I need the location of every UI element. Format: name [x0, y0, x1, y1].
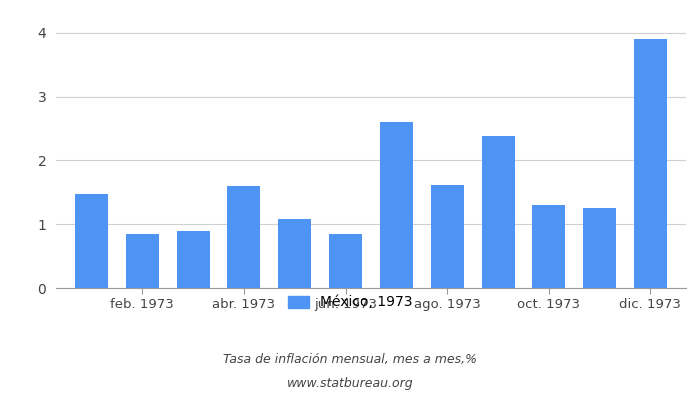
Legend: México, 1973: México, 1973	[282, 290, 418, 315]
Bar	[380, 122, 413, 288]
Bar	[176, 230, 210, 288]
Bar	[75, 194, 108, 288]
Bar	[430, 185, 463, 288]
Bar	[532, 205, 566, 288]
Bar	[583, 208, 616, 288]
Bar	[279, 219, 312, 288]
Text: Tasa de inflación mensual, mes a mes,%: Tasa de inflación mensual, mes a mes,%	[223, 354, 477, 366]
Bar	[228, 186, 260, 288]
Bar	[482, 136, 514, 288]
Text: www.statbureau.org: www.statbureau.org	[287, 378, 413, 390]
Bar	[126, 234, 159, 288]
Bar	[329, 234, 362, 288]
Bar	[634, 39, 667, 288]
